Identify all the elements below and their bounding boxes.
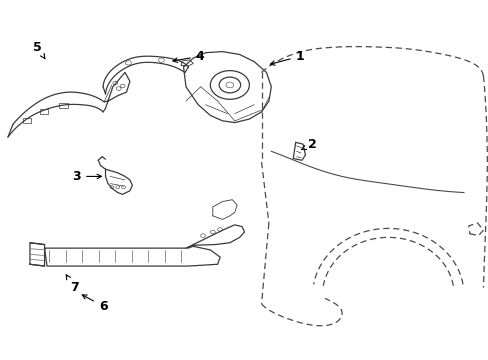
Bar	[22, 118, 31, 123]
Text: 3: 3	[72, 170, 102, 183]
Bar	[40, 109, 48, 114]
Text: 5: 5	[33, 41, 45, 59]
Text: 4: 4	[173, 50, 204, 63]
Text: 6: 6	[82, 295, 107, 313]
Text: 2: 2	[301, 138, 316, 150]
Text: 7: 7	[66, 275, 79, 294]
Text: 1: 1	[270, 50, 304, 65]
Bar	[59, 103, 68, 108]
